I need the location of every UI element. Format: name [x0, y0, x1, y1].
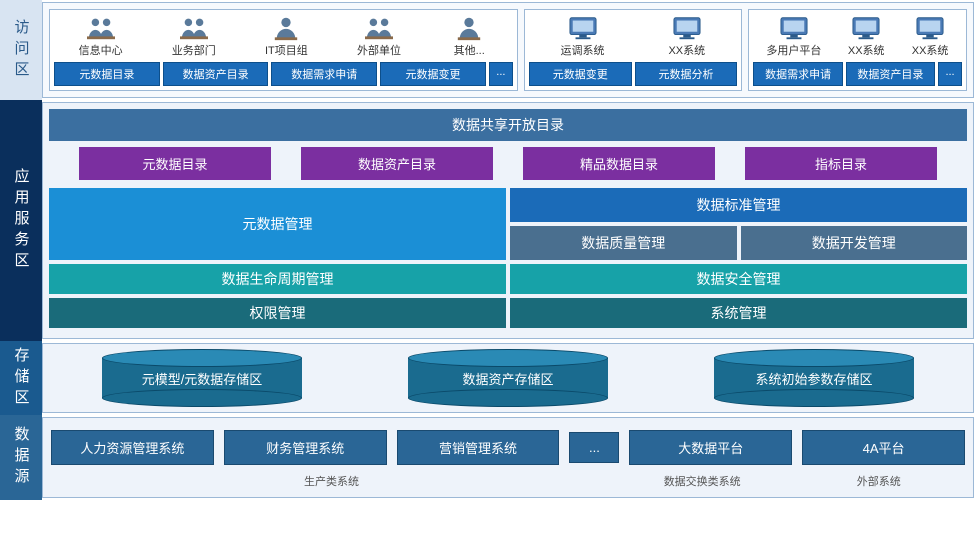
- actor: 其他...: [450, 14, 488, 58]
- actor: XX系统: [847, 14, 885, 58]
- access-group: 多用户平台XX系统XX系统数据需求申请数据资产目录...: [748, 9, 967, 91]
- service-body: 数据共享开放目录 元数据目录数据资产目录精品数据目录指标目录 元数据管理 数据标…: [42, 102, 974, 339]
- service-side-label: 应用服务区: [0, 100, 42, 341]
- service-tab[interactable]: 数据资产目录: [301, 147, 493, 180]
- svc-meta[interactable]: 元数据管理: [49, 188, 506, 260]
- service-layer: 应用服务区 数据共享开放目录 元数据目录数据资产目录精品数据目录指标目录 元数据…: [0, 100, 978, 341]
- svc-life[interactable]: 数据生命周期管理: [49, 264, 506, 294]
- source-box[interactable]: 营销管理系统: [397, 430, 560, 465]
- access-body: 信息中心业务部门IT项目组外部单位其他...元数据目录数据资产目录数据需求申请元…: [42, 2, 974, 98]
- svc-sys[interactable]: 系统管理: [510, 298, 967, 328]
- actor-label: 其他...: [454, 42, 485, 58]
- storage-body: 元模型/元数据存储区 数据资产存储区 系统初始参数存储区: [42, 343, 974, 413]
- access-button[interactable]: 元数据目录: [54, 62, 160, 86]
- access-button[interactable]: 数据需求申请: [271, 62, 377, 86]
- access-button[interactable]: 数据资产目录: [846, 62, 935, 86]
- actor-label: XX系统: [668, 42, 705, 58]
- source-side-label: 数据源: [0, 415, 42, 500]
- access-side-label: 访问区: [0, 0, 42, 100]
- svc-perm[interactable]: 权限管理: [49, 298, 506, 328]
- source-box[interactable]: ...: [569, 432, 619, 463]
- source-layer: 数据源 人力资源管理系统财务管理系统营销管理系统... 大数据平台 4A平台 生产类…: [0, 415, 978, 500]
- source-category-label: 生产类系统: [49, 473, 614, 489]
- actor: 多用户平台: [766, 14, 821, 58]
- actor: 业务部门: [172, 14, 216, 58]
- storage-cylinder: 数据资产存储区: [408, 358, 608, 398]
- svc-qual[interactable]: 数据质量管理: [510, 226, 737, 260]
- source-body: 人力资源管理系统财务管理系统营销管理系统... 大数据平台 4A平台 生产类系统数据…: [42, 417, 974, 498]
- actor-label: XX系统: [848, 42, 885, 58]
- actor-label: 外部单位: [357, 42, 401, 58]
- service-tab[interactable]: 精品数据目录: [523, 147, 715, 180]
- actor-label: IT项目组: [265, 42, 308, 58]
- actor-label: 信息中心: [79, 42, 123, 58]
- actor: XX系统: [668, 14, 706, 58]
- source-box[interactable]: 人力资源管理系统: [51, 430, 214, 465]
- source-box[interactable]: 财务管理系统: [224, 430, 387, 465]
- source-category-label: 数据交换类系统: [614, 473, 791, 489]
- access-group: 信息中心 业务部门 IT项目组 外部单位 其他... 元数据目录数据资产目录数据需求申请元…: [49, 9, 518, 91]
- access-button[interactable]: 元数据变更: [529, 62, 632, 86]
- access-button[interactable]: ...: [938, 62, 962, 86]
- access-button[interactable]: 元数据分析: [635, 62, 738, 86]
- service-tab[interactable]: 指标目录: [745, 147, 937, 180]
- actor: IT项目组: [265, 14, 308, 58]
- access-button[interactable]: 数据需求申请: [753, 62, 842, 86]
- actor: 信息中心: [79, 14, 123, 58]
- actor: 外部单位: [357, 14, 401, 58]
- storage-layer: 存储区 元模型/元数据存储区 数据资产存储区 系统初始参数存储区: [0, 341, 978, 415]
- actor-label: 多用户平台: [766, 42, 821, 58]
- access-button[interactable]: 元数据变更: [380, 62, 486, 86]
- access-button[interactable]: ...: [489, 62, 513, 86]
- actor: 运调系统: [561, 14, 605, 58]
- svc-std[interactable]: 数据标准管理: [510, 188, 967, 222]
- storage-cylinder: 元模型/元数据存储区: [102, 358, 302, 398]
- svc-dev[interactable]: 数据开发管理: [741, 226, 968, 260]
- storage-cylinder: 系统初始参数存储区: [714, 358, 914, 398]
- actor: XX系统: [911, 14, 949, 58]
- source-box[interactable]: 4A平台: [802, 430, 965, 465]
- source-category-label: 外部系统: [790, 473, 967, 489]
- storage-side-label: 存储区: [0, 341, 42, 415]
- access-button[interactable]: 数据资产目录: [163, 62, 269, 86]
- source-box[interactable]: 大数据平台: [629, 430, 792, 465]
- access-layer: 访问区 信息中心业务部门IT项目组外部单位其他...元数据目录数据资产目录数据需…: [0, 0, 978, 100]
- actor-label: 运调系统: [561, 42, 605, 58]
- svc-sec[interactable]: 数据安全管理: [510, 264, 967, 294]
- access-group: 运调系统 XX系统元数据变更元数据分析: [524, 9, 743, 91]
- service-header: 数据共享开放目录: [49, 109, 967, 141]
- actor-label: XX系统: [912, 42, 949, 58]
- actor-label: 业务部门: [172, 42, 216, 58]
- service-tab[interactable]: 元数据目录: [79, 147, 271, 180]
